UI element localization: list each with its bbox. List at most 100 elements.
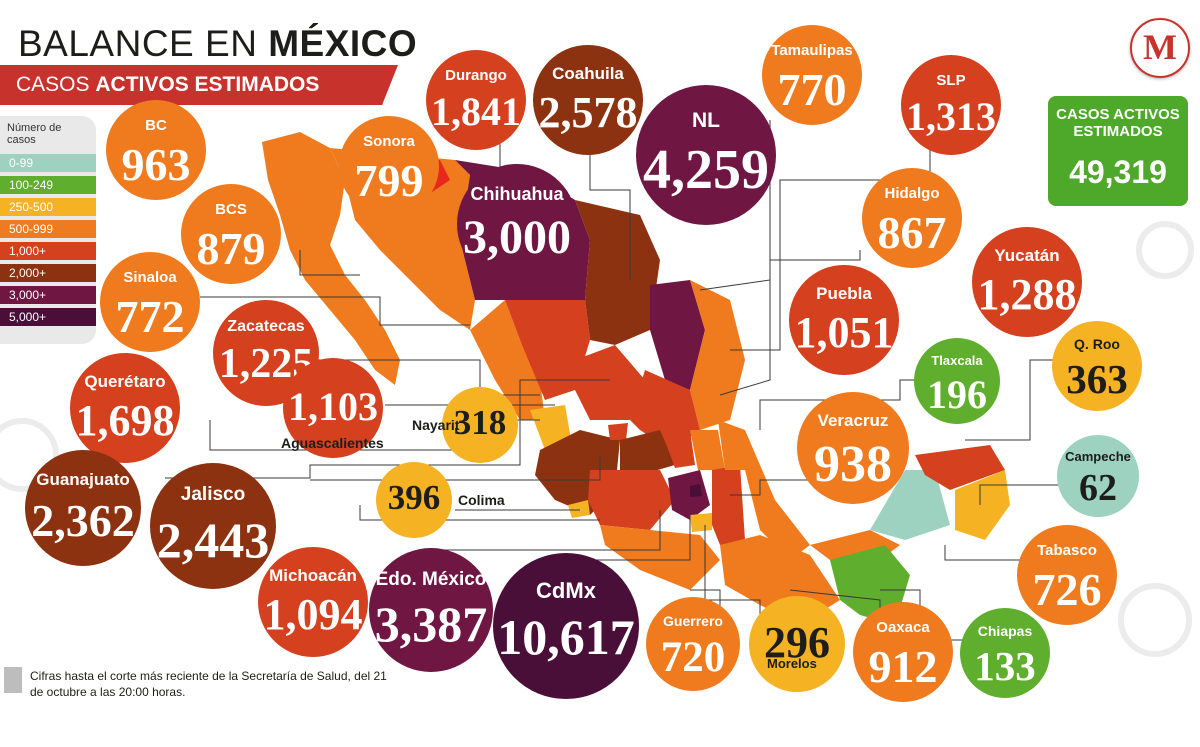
state-value: 4,259 [643,139,769,202]
state-value: 2,578 [538,87,638,137]
legend-item: 0-99 [0,154,96,176]
legend-label: 2,000+ [9,266,47,280]
map-edomex [668,470,710,520]
map-colima [568,500,590,518]
legend-label: 500-999 [9,222,54,236]
map-tamaulipas [690,280,745,430]
state-bubble: Puebla 1,051 [789,265,899,375]
state-bubble: Yucatán 1,288 [972,227,1082,337]
state-bubble: Chiapas 133 [960,608,1050,698]
state-bubble: BC 963 [106,100,206,200]
state-value: 1,841 [431,89,521,134]
legend-label: 250-500 [9,200,54,214]
legend-item: 1,000+ [0,242,96,264]
page-subtitle-bold: ACTIVOS ESTIMADOS [95,73,320,96]
state-value: 879 [196,223,266,274]
legend-label: 5,000+ [9,310,47,324]
state-name: Chiapas [977,623,1033,640]
state-bubble: Tabasco 726 [1017,525,1117,625]
map-nayarit [530,405,572,450]
legend-item: 250-500 [0,198,96,220]
map-guanajuato [620,430,675,475]
legend-swatch [0,242,96,260]
state-bubble: Sinaloa 772 [100,252,200,352]
state-value: 2,443 [156,511,270,568]
state-bubble: NL 4,259 [636,85,776,225]
state-name: NL [692,108,720,132]
legend-swatch [0,264,96,282]
page-subtitle: CASOS ACTIVOS ESTIMADOS [0,65,398,105]
state-bubble: Tamaulipas 770 [762,25,862,125]
state-name: Veracruz [817,411,889,431]
legend-label: 100-249 [9,178,54,192]
state-name: Colima [458,492,505,508]
state-value: 1,313 [906,94,996,139]
state-name: Campeche [1065,448,1131,464]
logo-letter: M [1143,27,1177,67]
state-name: Durango [445,67,507,84]
state-value: 396 [387,478,441,518]
state-value: 770 [777,64,847,115]
legend-swatch [0,198,96,216]
state-value: 938 [814,435,892,493]
state-bubble: Guerrero 720 [646,597,740,691]
state-value: 2,362 [31,495,135,547]
state-value: 1,698 [75,395,175,445]
state-name: Tamaulipas [771,42,853,59]
state-value: 1,103 [288,384,378,430]
state-name: Chihuahua [470,184,564,205]
legend-label: 0-99 [9,156,34,170]
map-puebla [712,465,745,545]
state-bubble: CdMx 10,617 [493,553,639,699]
state-name: Tlaxcala [931,352,983,368]
state-value: 196 [927,371,987,417]
map-veracruz [718,420,810,560]
state-name: BC [145,117,167,134]
state-name: Puebla [816,283,872,303]
state-value: 912 [868,641,938,692]
map-queretaro [665,430,695,468]
state-bubble: 1,103 [283,358,383,458]
map-quintana-roo [955,470,1010,540]
state-bubble: Sonora 799 [339,116,439,216]
legend-item: 500-999 [0,220,96,242]
state-bubble: SLP 1,313 [901,55,1001,155]
state-name: Michoacán [269,565,357,585]
state-name: Yucatán [994,245,1060,265]
state-value: 1,288 [977,269,1077,319]
state-bubble: Guanajuato 2,362 [25,450,141,566]
state-bubble: Edo. México 3,387 [369,548,493,672]
state-value: 799 [354,155,424,206]
state-bubble: Coahuila 2,578 [533,45,643,155]
legend-swatch [0,308,96,326]
map-michoacan [588,470,675,530]
page-title: BALANCE EN MÉXICO [18,22,417,66]
state-value: 720 [660,633,726,681]
state-name: Edo. México [375,569,487,591]
state-value: 318 [453,403,507,443]
map-cdmx [690,484,702,497]
state-value: 10,617 [497,609,635,666]
legend-swatch [0,286,96,304]
state-value: 296 [764,617,830,667]
state-name: Aguascalientes [281,435,384,451]
state-value: 867 [877,207,947,258]
state-name: SLP [936,72,966,89]
state-bubble: 396 [376,462,452,538]
state-bubble: Q. Roo 363 [1052,321,1142,411]
state-value: 963 [121,139,191,190]
state-bubble: 318 [442,387,518,463]
milenio-logo-icon: M [1130,18,1190,78]
legend-item: 2,000+ [0,264,96,286]
state-name: BCS [215,201,247,218]
footer-note: Cifras hasta el corte más reciente de la… [30,669,387,699]
total-cases-label: CASOS ACTIVOS ESTIMADOS [1056,106,1180,140]
state-bubble: Hidalgo 867 [862,168,962,268]
state-bubble: Jalisco 2,443 [150,463,276,589]
state-name: Zacatecas [227,318,305,336]
map-slp [630,370,700,450]
state-bubble: Oaxaca 912 [853,602,953,702]
map-campeche [870,470,950,540]
state-name: Hidalgo [884,185,940,202]
map-durango [505,300,590,400]
